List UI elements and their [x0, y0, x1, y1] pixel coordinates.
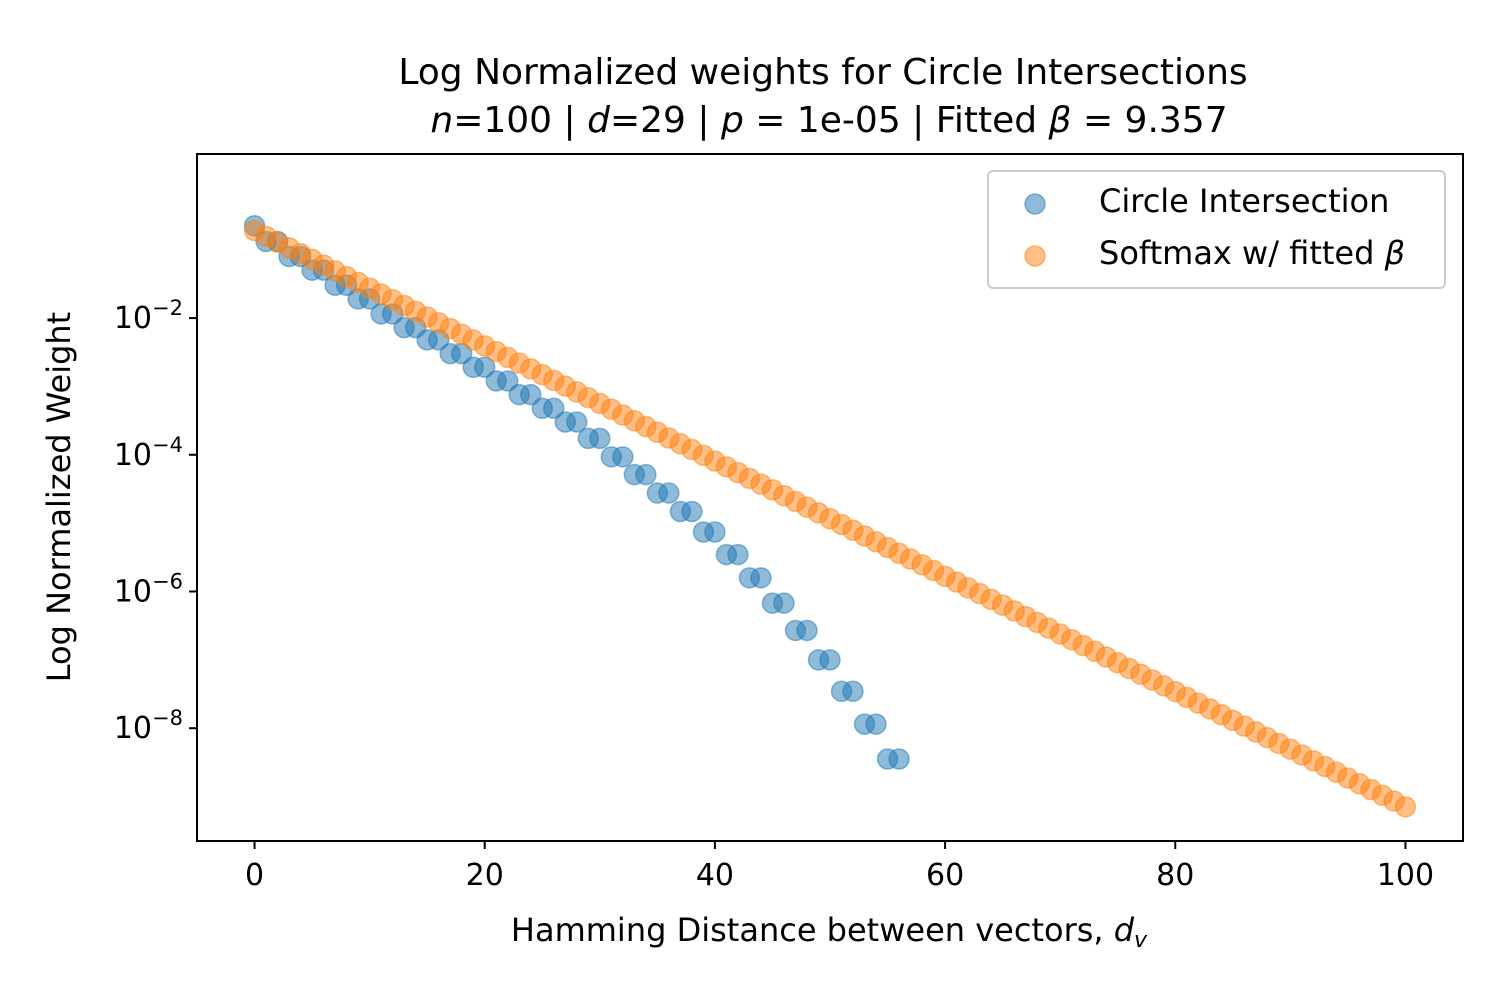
chart-title: Log Normalized weights for Circle Inters… [398, 52, 1247, 93]
legend-marker-circle-intersection [1024, 193, 1046, 215]
circle-intersection-point [543, 397, 565, 420]
legend-label-softmax: Softmax w/ fitted β [1099, 234, 1405, 272]
subtitle-d-value: =29 | [610, 100, 721, 141]
subtitle-n-symbol: n [430, 100, 453, 141]
x-tick-label: 0 [245, 858, 264, 893]
circle-intersection-point [819, 649, 841, 671]
x-axis-label: Hamming Distance between vectors, dv [511, 911, 1148, 953]
chart-subtitle: n=100 | d=29 | p = 1e-05 | Fitted β = 9.… [430, 100, 1227, 141]
circle-intersection-point [635, 463, 657, 486]
circle-intersection-point [589, 427, 611, 450]
circle-intersection-point [773, 592, 795, 614]
plot-frame [196, 153, 1464, 842]
circle-intersection-point [727, 543, 749, 566]
circle-intersection-point [750, 567, 772, 589]
y-axis-label: Log Normalized Weight [40, 312, 78, 682]
circle-intersection-point [681, 500, 703, 523]
x-tick-label: 60 [926, 858, 964, 893]
plot-points [243, 215, 1417, 818]
y-tick-label: 10−8 [114, 706, 183, 746]
legend: Circle Intersection Softmax w/ fitted β [987, 170, 1446, 289]
x-tick-label: 20 [466, 858, 504, 893]
subtitle-p-value: = 1e-05 | Fitted [744, 100, 1049, 141]
y-axis-ticks: 10−2 10−4 10−6 10−8 [114, 296, 197, 746]
subtitle-p-symbol: p [720, 100, 744, 141]
subtitle-n-value: =100 | [453, 100, 587, 141]
circle-intersection-point [473, 356, 496, 379]
subtitle-d-symbol: d [587, 100, 611, 141]
circle-intersection-point [612, 446, 634, 468]
legend-box [987, 170, 1446, 289]
subtitle-beta-value: = 9.357 [1072, 100, 1228, 141]
softmax-point [1394, 796, 1417, 818]
circle-intersection-point [796, 619, 818, 642]
circle-intersection-point [496, 370, 519, 392]
y-tick-label: 10−6 [114, 569, 183, 609]
circle-intersection-point [520, 383, 542, 406]
y-tick-label: 10−4 [114, 433, 183, 473]
x-tick-label: 100 [1377, 858, 1434, 893]
circle-intersection-point [888, 748, 910, 770]
x-tick-label: 80 [1156, 858, 1194, 893]
x-tick-label: 40 [696, 858, 734, 893]
legend-label-circle-intersection: Circle Intersection [1099, 182, 1389, 220]
circle-intersection-point [658, 482, 680, 504]
circle-intersection-point [865, 713, 887, 735]
legend-marker-softmax [1024, 245, 1046, 267]
subtitle-beta-symbol: β [1048, 100, 1072, 141]
circle-intersection-point [842, 680, 864, 703]
y-tick-label: 10−2 [114, 296, 183, 336]
x-axis-ticks: 0 20 40 60 80 100 [245, 841, 1434, 893]
circle-intersection-point [566, 411, 588, 433]
circle-intersection-point [704, 521, 726, 543]
